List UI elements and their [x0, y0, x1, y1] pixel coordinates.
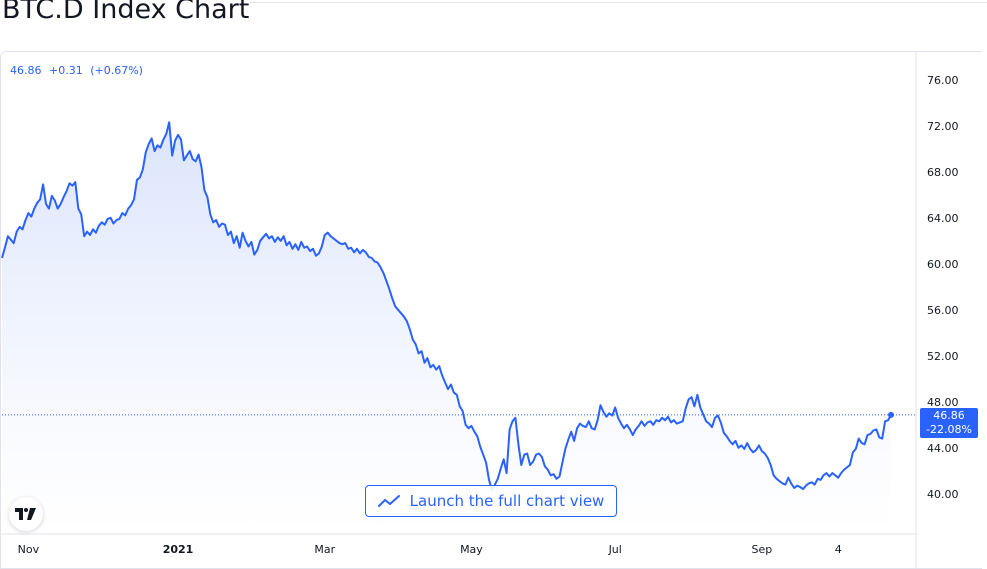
legend-change-pct: (+0.67%)	[90, 64, 143, 77]
chart-legend: 46.86 +0.31 (+0.67%)	[10, 64, 147, 77]
x-tick-label: 4	[835, 543, 842, 556]
y-tick-label: 64.00	[927, 212, 959, 225]
y-tick-label: 48.00	[927, 396, 959, 409]
y-tick-label: 40.00	[927, 488, 959, 501]
chart-canvas[interactable]: 76.00 72.00 68.00 64.00 60.00 56.00 52.00 48.00…	[0, 51, 987, 569]
x-tick-label: Nov	[18, 543, 40, 556]
legend-value: 46.86	[10, 64, 42, 77]
y-tick-label: 72.00	[927, 120, 959, 133]
y-tick-label: 60.00	[927, 258, 959, 271]
y-tick-label: 68.00	[927, 166, 959, 179]
trend-line-icon	[377, 495, 400, 507]
x-tick-label: Jul	[608, 543, 622, 556]
y-tick-label: 56.00	[927, 304, 959, 317]
x-tick-label: May	[460, 543, 483, 556]
tradingview-logo-icon	[15, 508, 36, 520]
series-line	[1, 121, 892, 492]
legend-change: +0.31	[49, 64, 83, 77]
y-tick-label: 44.00	[927, 442, 959, 455]
launch-full-chart-button[interactable]: Launch the full chart view	[365, 485, 617, 517]
last-price-change: -22.08%	[926, 423, 972, 436]
x-tick-label: Sep	[752, 543, 773, 556]
y-tick-label: 76.00	[927, 74, 959, 87]
launch-button-label: Launch the full chart view	[409, 492, 605, 510]
tradingview-logo[interactable]	[9, 497, 43, 531]
last-price-tag: 46.86 -22.08%	[920, 408, 978, 438]
header-divider	[250, 2, 987, 3]
last-value-marker	[888, 411, 894, 418]
x-tick-label: Mar	[314, 543, 335, 556]
y-tick-label: 52.00	[927, 350, 959, 363]
page-title: BTC.D Index Chart	[2, 0, 250, 25]
last-price-value: 46.86	[933, 409, 965, 422]
x-tick-label: 2021	[163, 543, 194, 556]
